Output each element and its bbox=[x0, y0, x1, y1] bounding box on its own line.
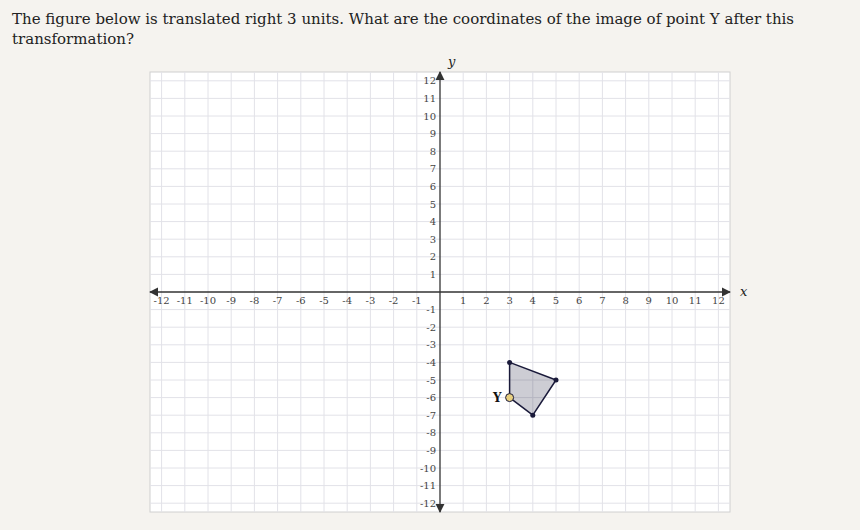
y-tick-label: 6 bbox=[430, 181, 436, 192]
x-axis-label: x bbox=[740, 284, 748, 299]
title-line: transformation? bbox=[12, 30, 134, 48]
y-tick-label: 10 bbox=[423, 111, 436, 122]
y-tick-label: 8 bbox=[430, 146, 436, 157]
plot-area bbox=[150, 72, 730, 512]
x-tick-label: -7 bbox=[273, 295, 283, 306]
x-tick-label: 6 bbox=[576, 295, 582, 306]
x-tick-label: -5 bbox=[319, 295, 329, 306]
y-tick-label: -12 bbox=[420, 498, 436, 509]
y-tick-label: 4 bbox=[430, 216, 436, 227]
x-tick-label: 4 bbox=[530, 295, 536, 306]
y-tick-label: -11 bbox=[420, 480, 436, 491]
y-tick-label: 11 bbox=[423, 93, 436, 104]
x-tick-label: 8 bbox=[622, 295, 628, 306]
y-tick-label: 7 bbox=[430, 163, 436, 174]
y-tick-label: -1 bbox=[426, 304, 436, 315]
x-tick-label: -3 bbox=[366, 295, 376, 306]
x-tick-label: 11 bbox=[689, 295, 702, 306]
y-tick-label: -4 bbox=[426, 357, 436, 368]
y-tick-label: 9 bbox=[430, 128, 436, 139]
shape bbox=[510, 362, 556, 415]
x-tick-label: -9 bbox=[226, 295, 236, 306]
grid bbox=[150, 72, 730, 512]
y-tick-label: 1 bbox=[430, 269, 436, 280]
x-tick-label: -1 bbox=[412, 295, 422, 306]
x-tick-label: 9 bbox=[646, 295, 652, 306]
x-tick-label: 2 bbox=[483, 295, 489, 306]
x-tick-label: 3 bbox=[506, 295, 512, 306]
x-tick-label: -6 bbox=[296, 295, 306, 306]
x-tick-label: 5 bbox=[553, 295, 559, 306]
y-tick-label: -5 bbox=[426, 375, 436, 386]
y-tick-label: 2 bbox=[430, 251, 436, 262]
marks bbox=[506, 360, 559, 418]
y-tick-label: -10 bbox=[420, 463, 436, 474]
y-tick-label: -7 bbox=[426, 410, 436, 421]
title: The figure below is translated right 3 u… bbox=[12, 10, 794, 48]
x-tick-label: -8 bbox=[250, 295, 260, 306]
vertex bbox=[507, 360, 512, 365]
x-tick-label: 1 bbox=[460, 295, 466, 306]
chart: The figure below is translated right 3 u… bbox=[0, 0, 860, 530]
vertex bbox=[530, 413, 535, 418]
x-tick-label: -2 bbox=[389, 295, 399, 306]
title-line: The figure below is translated right 3 u… bbox=[12, 10, 794, 28]
x-tick-label: -4 bbox=[342, 295, 352, 306]
point-label: Y bbox=[492, 391, 502, 405]
x-tick-label: -11 bbox=[177, 295, 193, 306]
y-tick-label: -6 bbox=[426, 392, 436, 403]
x-tick-label: 12 bbox=[712, 295, 725, 306]
y-tick-label: 12 bbox=[423, 75, 436, 86]
x-tick-label: -10 bbox=[200, 295, 216, 306]
y-tick-label: -9 bbox=[426, 445, 436, 456]
x-tick-label: 10 bbox=[666, 295, 679, 306]
y-tick-label: -3 bbox=[426, 339, 436, 350]
labelled-point bbox=[506, 394, 514, 402]
y-axis bbox=[439, 72, 440, 512]
y-tick-label: -2 bbox=[426, 322, 436, 333]
y-tick-label: 5 bbox=[430, 199, 436, 210]
vertex bbox=[554, 378, 559, 383]
y-tick-label: 3 bbox=[430, 234, 436, 245]
y-tick-label: -8 bbox=[426, 427, 436, 438]
y-axis-label: y bbox=[447, 54, 456, 69]
x-tick-label: -12 bbox=[154, 295, 170, 306]
x-tick-label: 7 bbox=[599, 295, 605, 306]
